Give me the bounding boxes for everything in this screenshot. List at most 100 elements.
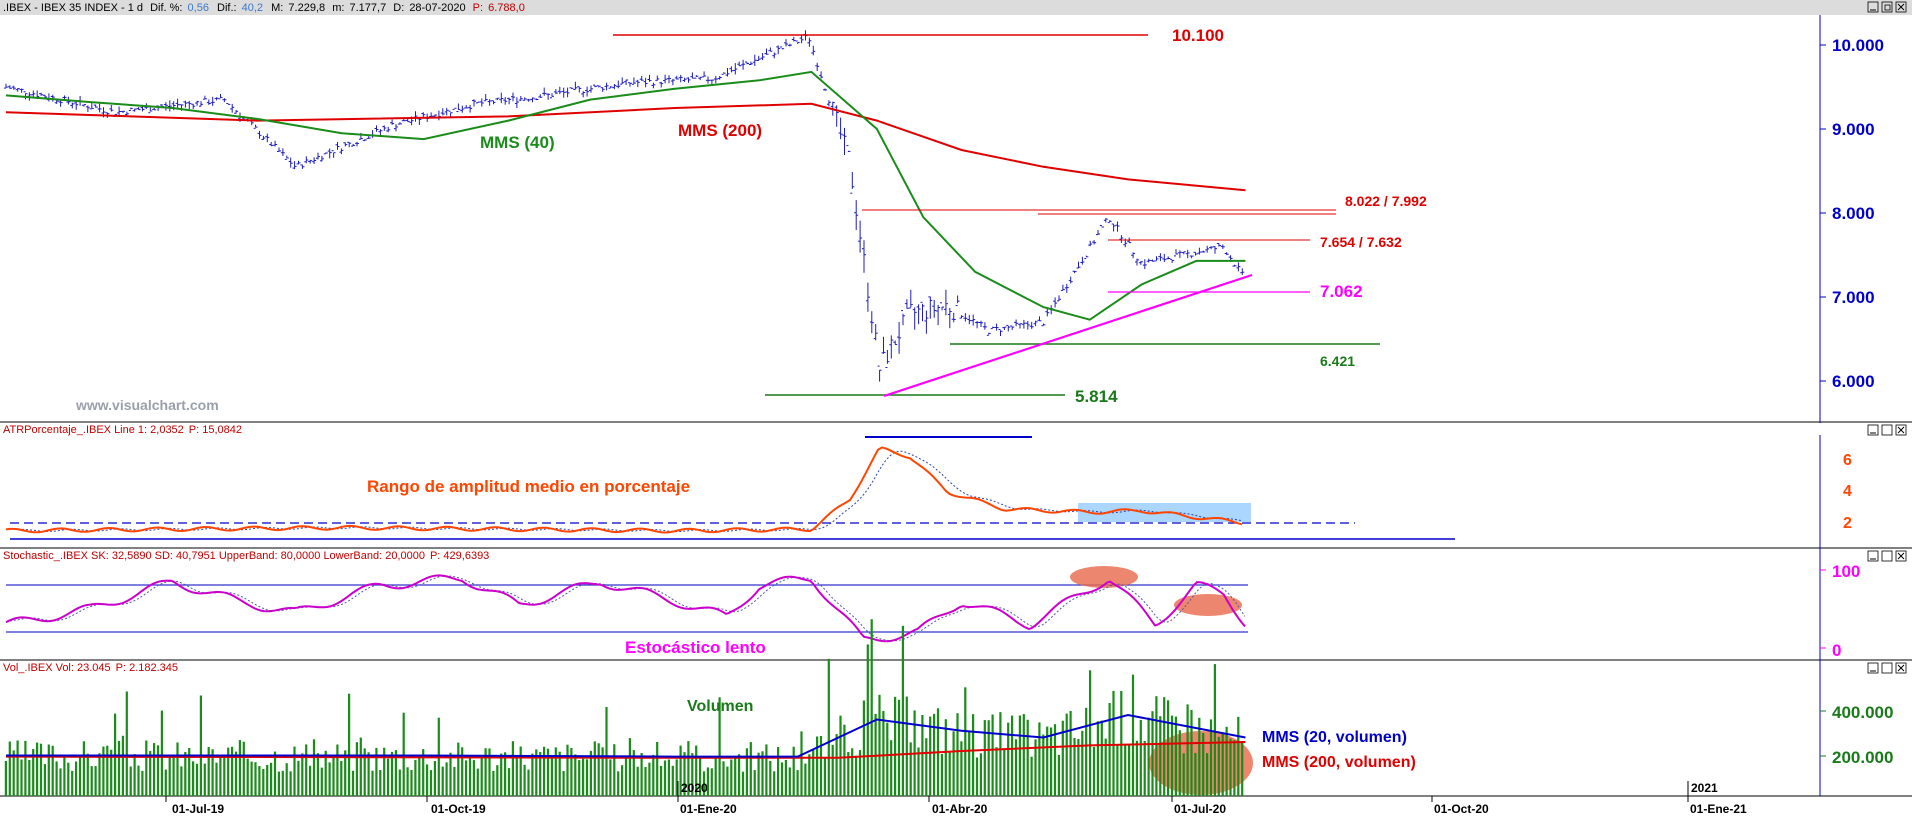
y-tick-label: 10.000 (1832, 36, 1884, 55)
stoch-title: Estocástico lento (625, 638, 766, 657)
price-bar (600, 87, 605, 92)
volume-bar (925, 738, 928, 796)
volume-bar (1155, 696, 1158, 796)
volume-bar (316, 753, 319, 796)
close-icon[interactable] (1895, 1, 1907, 13)
price-bar (776, 45, 781, 55)
price-bar (1033, 320, 1038, 327)
minimize-icon[interactable] (1867, 550, 1879, 562)
maximize-icon[interactable] (1881, 424, 1893, 436)
volume-bar (995, 747, 998, 796)
volume-bar (1081, 730, 1084, 796)
volume-bar (234, 751, 238, 796)
volume-bar (558, 751, 561, 796)
price-bar (998, 329, 1003, 336)
price-bar (682, 77, 687, 82)
volume-bar (847, 752, 850, 796)
volume-bar (539, 752, 542, 796)
price-bar (674, 75, 679, 80)
price-bar (304, 156, 309, 164)
minimize-icon[interactable] (1867, 1, 1879, 13)
price-bar (191, 103, 196, 109)
mms200-line (5, 102, 1246, 192)
price-bar (982, 322, 987, 330)
price-bar (1189, 255, 1194, 259)
volume-bar (679, 745, 682, 796)
volume-bar (457, 742, 460, 796)
price-bar (468, 105, 473, 113)
maximize-icon[interactable] (1881, 662, 1893, 674)
volume-bar (718, 697, 721, 796)
y-tick-label: 2 (1843, 515, 1852, 532)
price-window-controls[interactable] (1867, 1, 1907, 13)
x-axis: 01-Jul-19 01-Oct-19 01-Ene-20 01-Abr-20 … (165, 781, 1747, 816)
price-bar (507, 97, 512, 105)
volume-bar (753, 770, 756, 796)
close-icon[interactable] (1895, 424, 1907, 436)
price-bar (928, 296, 933, 319)
low-label: 5.814 (1075, 387, 1118, 406)
price-bar (487, 99, 492, 106)
volume-bar (952, 731, 955, 796)
maximize-icon[interactable] (1881, 1, 1893, 13)
price-bar (518, 96, 523, 101)
volume-bars (4, 619, 1244, 796)
price-bar (1205, 245, 1210, 253)
volume-bar (67, 762, 70, 796)
price-bar (475, 101, 480, 104)
stoch-sk-line (5, 574, 1246, 643)
price-bar (1080, 256, 1085, 265)
price-bar (542, 87, 547, 96)
price-bar (1138, 260, 1143, 265)
price-bar (499, 92, 504, 104)
price-bar (858, 220, 863, 253)
stoch-highlight-1 (1070, 566, 1138, 588)
price-bar (1177, 250, 1182, 258)
volume-bar (398, 769, 401, 796)
price-bar (370, 130, 375, 138)
close-icon[interactable] (1895, 550, 1907, 562)
price-bar (1018, 323, 1022, 329)
volume-bar (1209, 719, 1213, 796)
price-bar (1084, 255, 1089, 260)
price-bar (343, 142, 348, 147)
atr-window-controls[interactable] (1867, 424, 1907, 436)
volume-bar (137, 765, 140, 796)
maximize-icon[interactable] (1881, 550, 1893, 562)
y-tick-label: 6.000 (1832, 372, 1875, 391)
volume-bar (660, 765, 663, 796)
vol-window-controls[interactable] (1867, 662, 1907, 674)
price-bar (421, 112, 426, 117)
price-bar (631, 77, 636, 85)
volume-bar (671, 765, 674, 796)
price-bar (850, 172, 855, 194)
volume-bar (905, 696, 908, 796)
price-bar (124, 111, 129, 116)
volume-bar (1011, 715, 1014, 796)
volume-bar (870, 619, 873, 796)
price-bar (799, 34, 804, 44)
volume-bar (1026, 719, 1029, 796)
volume-bar (1038, 722, 1041, 796)
y-tick-label: 6 (1843, 452, 1852, 469)
price-bar (869, 311, 874, 334)
price-bar (959, 315, 964, 319)
volume-bar (929, 716, 932, 796)
volume-bar (110, 749, 113, 796)
volume-bar (574, 754, 577, 796)
res1-label: 8.022 / 7.992 (1345, 193, 1427, 209)
stoch-window-controls[interactable] (1867, 550, 1907, 562)
volume-bar (223, 755, 226, 796)
minimize-icon[interactable] (1867, 424, 1879, 436)
price-bar (737, 61, 742, 67)
price-bar (1021, 319, 1026, 329)
price-bar (23, 91, 28, 100)
minimize-icon[interactable] (1867, 662, 1879, 674)
volume-bar (609, 759, 612, 796)
price-bar (791, 36, 796, 42)
close-icon[interactable] (1895, 662, 1907, 674)
volume-bar (55, 761, 58, 796)
price-bar (1201, 250, 1206, 253)
volume-bar (816, 736, 819, 796)
